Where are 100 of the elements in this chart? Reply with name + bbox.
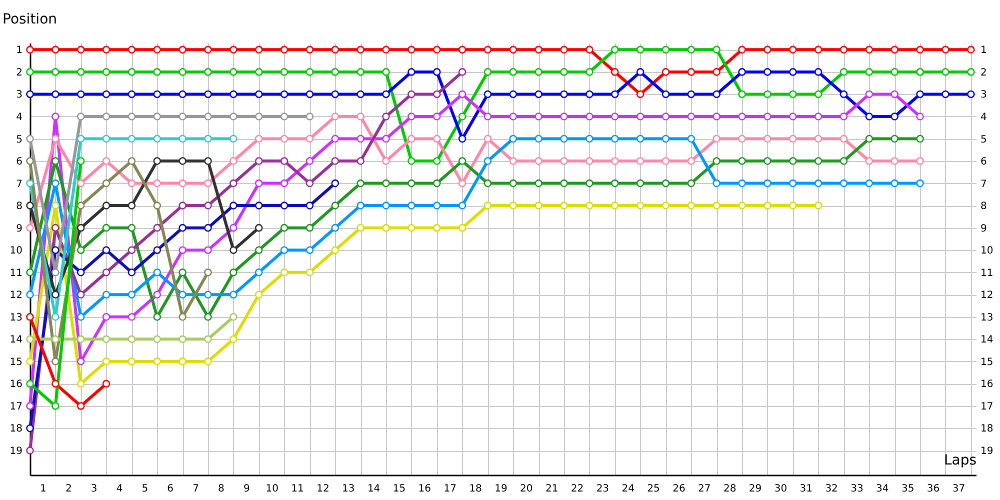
point — [534, 134, 542, 143]
x-tick-label: 31 — [800, 484, 812, 494]
point — [890, 46, 899, 54]
point — [509, 112, 518, 120]
point — [306, 202, 314, 210]
point — [586, 157, 594, 165]
point — [586, 179, 594, 188]
point — [560, 202, 568, 210]
y-tick-label: 2 — [16, 67, 22, 78]
point — [458, 90, 466, 98]
point — [764, 157, 772, 165]
point — [662, 157, 670, 165]
point — [254, 46, 263, 54]
point — [636, 112, 644, 120]
point — [840, 90, 848, 98]
point — [636, 68, 644, 76]
x-tick-label: 19 — [494, 484, 508, 494]
point — [52, 224, 60, 232]
point — [306, 179, 314, 188]
point — [26, 335, 34, 344]
point — [560, 46, 568, 54]
point — [509, 134, 518, 143]
x-tick-label: 29 — [748, 484, 762, 494]
point — [76, 268, 85, 276]
point — [432, 112, 441, 120]
point — [102, 335, 110, 344]
point — [586, 46, 594, 54]
y2-tick-label: 15 — [980, 356, 994, 368]
x-tick-label: 21 — [545, 484, 558, 494]
point — [128, 313, 136, 321]
point — [356, 224, 364, 232]
point — [916, 68, 924, 76]
point — [76, 224, 85, 232]
point — [204, 134, 212, 143]
point — [254, 157, 263, 165]
x-tick-label: 32 — [825, 484, 838, 494]
point — [26, 90, 34, 98]
point — [586, 68, 594, 76]
point — [356, 46, 364, 54]
point — [560, 112, 568, 120]
point — [408, 224, 416, 232]
x-tick-label: 3 — [90, 484, 98, 494]
point — [865, 179, 874, 188]
point — [382, 179, 390, 188]
point — [52, 179, 60, 188]
point — [306, 112, 314, 120]
point — [408, 157, 416, 165]
point — [331, 46, 340, 54]
point — [52, 313, 60, 321]
point — [52, 335, 60, 344]
point — [662, 134, 670, 143]
point — [153, 290, 162, 299]
point — [509, 179, 518, 188]
point — [230, 246, 238, 254]
point — [712, 46, 721, 54]
point — [484, 179, 492, 188]
point — [942, 90, 950, 98]
point — [662, 90, 670, 98]
point — [204, 157, 212, 165]
x-tick-label: 20 — [520, 484, 533, 494]
y2-tick-label: 2 — [980, 67, 987, 78]
y2-tick-label: 5 — [980, 134, 987, 146]
x-tick-label: 9 — [243, 484, 250, 494]
point — [102, 358, 110, 366]
point — [102, 90, 110, 98]
point — [76, 246, 85, 254]
x-tick-label: 23 — [596, 484, 610, 494]
point — [26, 424, 34, 432]
point — [509, 202, 518, 210]
point — [204, 90, 212, 98]
x-tick-label: 22 — [570, 484, 584, 494]
y-tick-label: 15 — [10, 356, 22, 368]
point — [52, 268, 60, 276]
point — [636, 90, 644, 98]
point — [890, 179, 899, 188]
point — [687, 179, 696, 188]
point — [916, 46, 924, 54]
point — [52, 90, 60, 98]
y2-tick-label: 9 — [980, 223, 987, 234]
point — [738, 157, 746, 165]
point — [128, 157, 136, 165]
point — [458, 68, 466, 76]
x-tick-label: 11 — [291, 484, 304, 494]
point — [204, 112, 212, 120]
point — [76, 202, 85, 210]
point — [178, 157, 186, 165]
point — [204, 246, 212, 254]
point — [738, 179, 746, 188]
point — [153, 46, 162, 54]
point — [789, 90, 797, 98]
point — [76, 157, 85, 165]
point — [382, 46, 390, 54]
point — [586, 90, 594, 98]
point — [814, 179, 822, 188]
point — [26, 446, 34, 454]
point — [611, 179, 619, 188]
point — [560, 134, 568, 143]
point — [432, 68, 441, 76]
point — [662, 46, 670, 54]
point — [306, 134, 314, 143]
